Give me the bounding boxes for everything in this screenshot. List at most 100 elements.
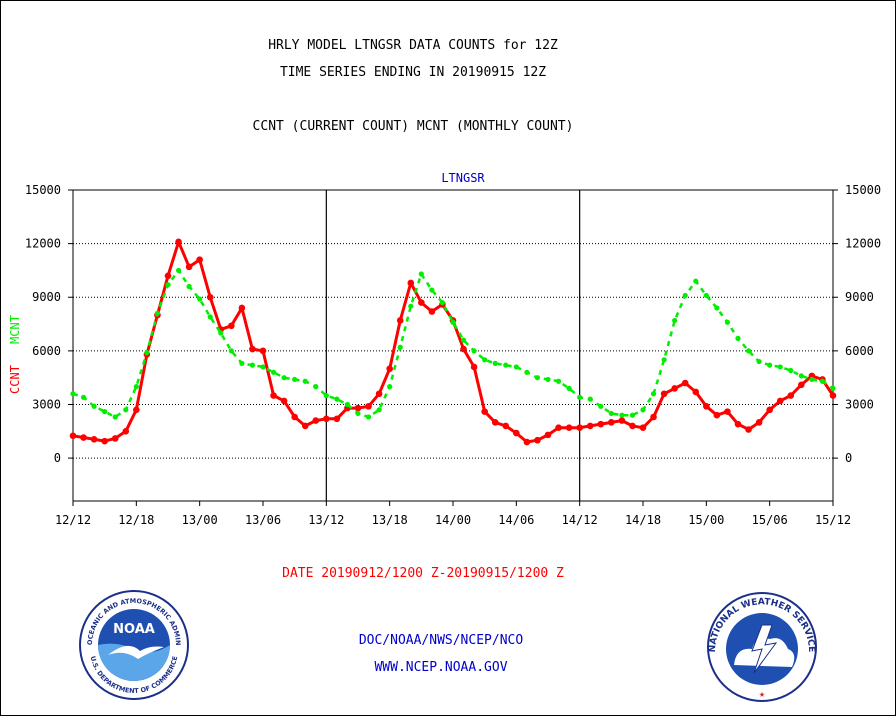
data-point-mcnt <box>292 376 298 383</box>
y-tick-label-left: 6000 <box>32 344 61 358</box>
data-point-mcnt <box>809 376 815 383</box>
data-point-ccnt <box>766 406 773 414</box>
data-point-mcnt <box>555 378 562 384</box>
data-point-ccnt <box>206 293 214 301</box>
data-point-mcnt <box>344 401 351 408</box>
data-point-ccnt <box>481 408 488 415</box>
x-tick-label: 14/06 <box>498 513 534 527</box>
data-point-mcnt <box>714 305 720 311</box>
data-point-mcnt <box>387 384 393 390</box>
data-point-mcnt <box>260 364 266 370</box>
data-point-mcnt <box>661 357 667 363</box>
data-point-ccnt <box>713 411 721 419</box>
data-point-mcnt <box>724 319 731 325</box>
data-point-ccnt <box>111 435 119 442</box>
x-tick-label: 15/00 <box>688 513 724 527</box>
noaa-logo-text: NOAA <box>113 622 155 637</box>
x-tick-label: 15/06 <box>752 513 788 527</box>
data-point-mcnt <box>629 412 636 418</box>
data-point-ccnt <box>101 437 108 445</box>
data-point-mcnt <box>650 391 657 397</box>
data-point-mcnt <box>503 362 509 368</box>
data-point-mcnt <box>608 410 614 417</box>
data-point-mcnt <box>640 407 646 413</box>
x-tick-label: 12/18 <box>118 513 154 527</box>
data-point-mcnt <box>355 410 361 417</box>
y-tick-label-left: 3000 <box>32 397 61 411</box>
noaa-logo: NATIONAL OCEANIC AND ATMOSPHERIC ADMINIS… <box>78 589 189 700</box>
data-point-ccnt <box>407 279 415 287</box>
data-point-mcnt <box>313 384 319 390</box>
data-point-ccnt <box>259 347 267 355</box>
x-tick-label: 14/12 <box>562 513 598 527</box>
y-axis-label-ccnt: CCNT <box>8 365 22 394</box>
labels-layer: 0 0 3000 3000 6000 6000 9000 9000 12000 12000 1500… <box>8 171 881 527</box>
y-tick-label-right: 9000 <box>845 290 874 304</box>
data-point-mcnt <box>112 414 118 420</box>
series-layer <box>69 238 837 446</box>
data-point-mcnt <box>429 287 435 293</box>
data-point-ccnt <box>333 415 341 423</box>
data-point-ccnt <box>576 424 583 432</box>
data-point-mcnt <box>207 314 213 320</box>
data-point-ccnt <box>798 381 805 389</box>
data-point-ccnt <box>386 365 393 373</box>
org-line: DOC/NOAA/NWS/NCEP/NCO <box>358 633 524 648</box>
data-point-mcnt <box>767 362 773 368</box>
data-point-ccnt <box>238 304 246 312</box>
data-point-ccnt <box>745 426 752 433</box>
data-point-mcnt <box>165 282 171 288</box>
data-point-mcnt <box>819 378 826 384</box>
data-point-ccnt <box>396 317 404 324</box>
data-point-ccnt <box>544 431 552 439</box>
data-point-mcnt <box>323 392 329 399</box>
y-tick-label-right: 12000 <box>845 237 881 251</box>
x-tick-label: 14/00 <box>435 513 471 527</box>
data-point-ccnt <box>491 419 499 426</box>
ncep-url-link[interactable]: WWW.NCEP.NOAA.GOV <box>374 660 508 675</box>
y-tick-label-right: 0 <box>845 451 852 465</box>
data-point-ccnt <box>228 322 235 330</box>
data-point-ccnt <box>196 256 203 264</box>
data-point-ccnt <box>776 397 784 405</box>
data-point-ccnt <box>323 415 330 423</box>
data-point-mcnt <box>154 310 161 316</box>
data-point-ccnt <box>787 392 795 399</box>
data-point-ccnt <box>681 379 689 387</box>
data-point-ccnt <box>185 263 193 271</box>
y-tick-label-left: 12000 <box>25 237 61 251</box>
data-point-ccnt <box>175 238 182 246</box>
x-tick-label: 14/18 <box>625 513 661 527</box>
data-point-mcnt <box>70 391 76 397</box>
data-point-ccnt <box>301 422 309 430</box>
data-point-mcnt <box>735 335 741 341</box>
data-point-ccnt <box>639 424 647 432</box>
data-point-mcnt <box>513 364 519 370</box>
data-point-ccnt <box>470 363 478 371</box>
data-point-mcnt <box>102 409 108 415</box>
data-point-mcnt <box>524 369 530 375</box>
x-tick-label: 13/18 <box>372 513 408 527</box>
data-point-ccnt <box>555 424 562 432</box>
data-point-mcnt <box>397 344 403 350</box>
x-tick-label: 13/00 <box>182 513 218 527</box>
data-point-mcnt <box>302 378 308 384</box>
data-point-mcnt <box>598 403 604 409</box>
data-point-mcnt <box>186 283 192 290</box>
data-point-mcnt <box>682 292 688 299</box>
data-point-mcnt <box>365 414 372 420</box>
data-point-mcnt <box>439 300 446 306</box>
data-point-mcnt <box>788 367 794 374</box>
data-point-mcnt <box>376 407 382 413</box>
header-title-line1: HRLY MODEL LTNGSR DATA COUNTS for 12Z <box>268 38 558 53</box>
series-line-ccnt <box>72 240 835 444</box>
data-point-mcnt <box>249 362 256 368</box>
data-point-ccnt <box>291 413 298 421</box>
data-point-mcnt <box>239 360 245 366</box>
data-point-mcnt <box>482 357 488 363</box>
data-point-mcnt <box>133 384 139 390</box>
y-tick-label-right: 15000 <box>845 183 881 197</box>
data-point-ccnt <box>692 388 700 396</box>
data-point-mcnt <box>798 373 804 379</box>
